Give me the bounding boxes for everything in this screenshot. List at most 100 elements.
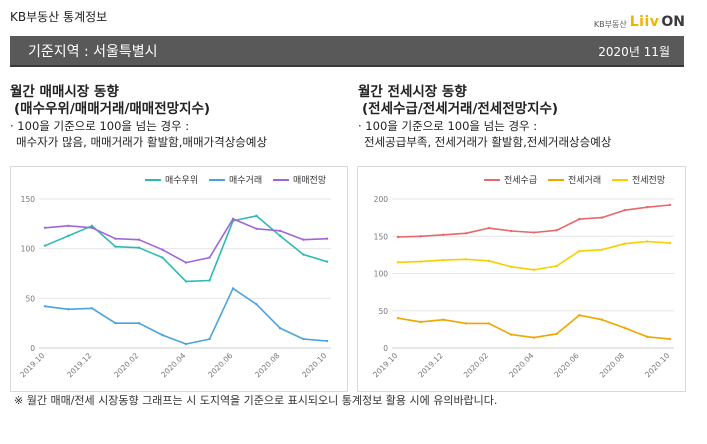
data-point [600, 216, 604, 219]
y-tick-label: 0 [383, 344, 388, 353]
x-tick-label: 2020.02 [112, 351, 140, 379]
data-point [184, 261, 188, 264]
x-tick-label: 2019.12 [65, 351, 93, 379]
region-date: 2020년 11월 [598, 45, 670, 59]
top-bar: KB부동산 통계정보 KB부동산 Liiv ON [0, 0, 707, 36]
y-tick-label: 50 [378, 307, 388, 316]
data-point [67, 308, 70, 311]
data-point [325, 260, 329, 263]
data-point [510, 265, 513, 268]
data-point [578, 217, 581, 221]
data-point [442, 258, 445, 262]
x-tick-label: 2020.06 [206, 351, 234, 379]
data-point [255, 214, 258, 218]
data-point [510, 333, 513, 336]
data-point [442, 318, 445, 321]
data-point [114, 321, 117, 325]
data-point [208, 256, 211, 259]
legend-label: 전세거래 [568, 175, 601, 186]
data-point [161, 248, 164, 251]
x-tick-label: 2020.04 [507, 351, 535, 379]
y-tick-label: 100 [374, 270, 389, 279]
data-point [255, 303, 258, 306]
data-point [325, 339, 329, 343]
sales-market-chart: 0 50 100 150 2019.10 2019.12 2020.02 2020.04 202… [10, 166, 348, 392]
data-point [302, 337, 305, 341]
data-point [555, 264, 558, 268]
left-panel-header: 월간 매매시장 동향 (매수우위/매매거래/매매전망지수) · 100을 기준으… [10, 84, 267, 150]
data-point [114, 245, 117, 248]
data-point [396, 235, 400, 239]
data-point [184, 342, 188, 346]
right-panel-note-2: 전세공급부족, 전세거래가 활발함,전세거래상승예상 [364, 135, 612, 149]
data-point [668, 337, 672, 341]
data-point [578, 249, 581, 253]
data-point [43, 226, 47, 230]
data-point [278, 229, 282, 232]
x-tick-label: 2019.12 [416, 351, 444, 379]
x-tick-label: 2020.08 [253, 351, 281, 379]
data-point [464, 258, 468, 261]
y-tick-label: 100 [21, 245, 36, 254]
data-point [600, 248, 604, 251]
data-point [442, 233, 445, 236]
data-point [208, 279, 211, 282]
data-point [646, 240, 649, 243]
y-tick-label: 150 [374, 232, 389, 241]
logo-kb-text: KB부동산 [593, 20, 627, 29]
data-point [396, 317, 400, 320]
right-panel-title: 월간 전세시장 동향 [358, 84, 467, 100]
data-point [668, 241, 672, 245]
right-panel-note-1: · 100을 기준으로 100을 넘는 경우 : [358, 119, 538, 133]
right-panel-subtitle: (전세수급/전세거래/전세전망지수) [362, 101, 559, 117]
data-point [419, 260, 422, 263]
y-tick-label: 0 [30, 344, 35, 353]
brand-title: KB부동산 통계정보 [10, 10, 108, 24]
data-point [90, 226, 94, 230]
data-point [90, 307, 94, 310]
legend-label: 전세전망 [632, 175, 665, 186]
logo-liiv-text: Liiv [629, 14, 660, 30]
y-tick-label: 50 [25, 294, 35, 303]
data-point [302, 238, 305, 241]
data-point [555, 332, 558, 336]
x-tick-label: 2020.06 [552, 351, 580, 379]
data-point [161, 256, 164, 259]
y-tick-label: 200 [374, 195, 389, 204]
left-panel-note-1: · 100을 기준으로 100을 넘는 경우 : [10, 119, 190, 133]
data-point [600, 318, 604, 321]
data-point [137, 246, 141, 249]
data-point [255, 227, 258, 230]
data-point [419, 320, 422, 324]
footnote: ※ 월간 매매/전세 시장동향 그래프는 시 도지역을 기준으로 표시되오니 통… [14, 394, 498, 407]
x-tick-label: 2020.10 [300, 351, 328, 379]
y-tick-label: 150 [21, 195, 36, 204]
data-point [464, 322, 468, 325]
right-panel-header: 월간 전세시장 동향 (전세수급/전세거래/전세전망지수) · 100을 기준으… [358, 84, 611, 150]
series-line-전세전망 [397, 240, 671, 271]
data-point [532, 336, 536, 339]
data-point [231, 287, 235, 290]
data-point [487, 226, 490, 230]
data-point [278, 326, 282, 330]
data-point [208, 337, 211, 341]
data-point [578, 314, 581, 317]
data-point [532, 268, 536, 271]
data-point [623, 208, 626, 212]
data-point [43, 305, 47, 308]
data-point [555, 229, 558, 232]
left-panel-title: 월간 매매시장 동향 [10, 84, 119, 100]
data-point [184, 280, 188, 283]
left-panel-note-2: 매수자가 많음, 매매거래가 활발함,매매가격상승예상 [16, 135, 268, 149]
data-point [114, 237, 117, 240]
data-point [325, 237, 329, 240]
data-point [464, 232, 468, 235]
legend-label: 매수거래 [229, 175, 262, 186]
left-panel-subtitle: (매수우위/매매거래/매매전망지수) [14, 101, 211, 117]
data-point [161, 333, 164, 337]
series-line-매매전망 [44, 218, 328, 264]
data-point [67, 224, 70, 228]
jeonse-market-chart: 0 50 100 150 200 2019.10 2019.12 2020.02 2020.04… [357, 166, 686, 392]
data-point [43, 244, 47, 247]
x-tick-label: 2020.08 [598, 351, 626, 379]
